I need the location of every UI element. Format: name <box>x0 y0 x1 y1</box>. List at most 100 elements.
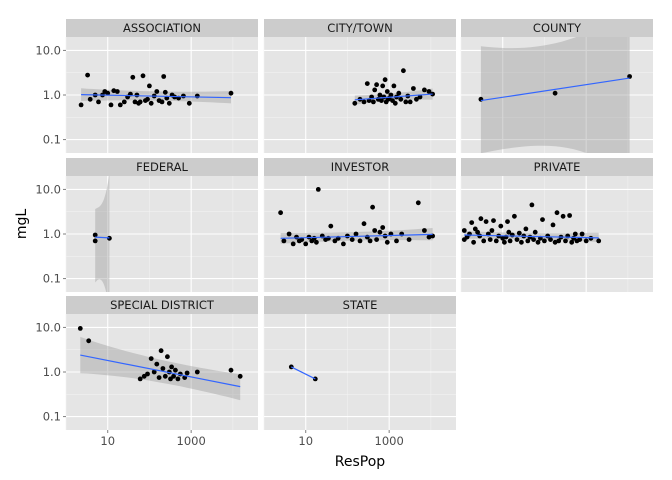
data-point <box>162 89 168 95</box>
data-point <box>315 187 321 192</box>
data-point <box>159 99 165 105</box>
data-point <box>414 96 419 102</box>
fit-line <box>280 233 433 239</box>
facet-strip <box>66 19 258 37</box>
data-point <box>175 376 181 382</box>
facet-strip-label: INVESTOR <box>331 160 390 174</box>
data-point <box>388 92 394 98</box>
data-point <box>548 237 553 243</box>
data-point <box>165 354 170 360</box>
data-point <box>516 230 522 236</box>
data-point <box>493 238 499 244</box>
data-point <box>525 238 531 244</box>
data-point <box>92 232 98 238</box>
confidence-ribbon <box>95 176 110 292</box>
data-point <box>108 102 114 108</box>
data-point <box>377 92 383 98</box>
data-point <box>134 92 140 98</box>
facet-strip-label: FEDERAL <box>136 160 188 174</box>
data-point <box>506 229 512 235</box>
data-point <box>507 238 513 244</box>
data-point <box>194 93 200 99</box>
data-point <box>290 241 296 247</box>
data-point <box>151 369 157 375</box>
data-point <box>552 90 558 96</box>
data-point <box>401 68 406 74</box>
data-point <box>417 94 423 100</box>
y-tick-label: 1.0 <box>43 88 61 102</box>
data-point <box>370 204 375 210</box>
data-point <box>147 83 152 89</box>
data-point <box>426 234 432 240</box>
data-point <box>550 222 556 228</box>
data-point <box>475 229 480 235</box>
data-point <box>161 74 167 79</box>
data-point <box>426 89 432 94</box>
data-point <box>407 99 413 105</box>
facet-panel-special-district: SPECIAL DISTRICT 0.1 1.0 10.0 <box>35 296 258 430</box>
y-tick-label: 10.0 <box>35 320 61 334</box>
y-tick-label: 0.1 <box>43 133 61 147</box>
data-point <box>567 213 572 218</box>
data-point <box>173 367 178 373</box>
data-point <box>531 237 536 243</box>
data-point <box>361 99 367 105</box>
facet-strip <box>264 19 456 37</box>
data-point <box>364 81 370 86</box>
facet-strip-label: PRIVATE <box>534 160 581 174</box>
fit-line <box>480 77 630 102</box>
data-point <box>186 100 192 106</box>
y-tick-label: 1.0 <box>43 365 61 379</box>
data-point <box>372 87 378 93</box>
data-point <box>481 238 487 244</box>
facet-strip <box>461 19 653 37</box>
data-point <box>487 237 493 243</box>
data-point <box>181 93 186 99</box>
data-point <box>367 238 373 244</box>
data-point <box>156 375 162 380</box>
data-point <box>478 96 484 102</box>
data-point <box>352 100 358 106</box>
data-point <box>569 239 575 245</box>
data-point <box>392 100 398 106</box>
data-point <box>384 89 390 94</box>
data-point <box>478 216 484 222</box>
data-point <box>477 233 483 239</box>
data-point <box>491 218 496 224</box>
data-point <box>556 238 562 244</box>
data-point <box>105 90 111 96</box>
data-point <box>145 96 150 102</box>
data-point <box>132 99 138 105</box>
data-point <box>357 238 363 244</box>
data-point <box>382 77 388 83</box>
facet-strip <box>66 158 258 176</box>
data-point <box>583 238 589 244</box>
data-point <box>349 237 355 243</box>
data-point <box>489 228 495 233</box>
data-point <box>577 237 583 243</box>
y-tick-label: 0.1 <box>43 272 61 286</box>
data-point <box>422 87 427 93</box>
data-point <box>380 83 386 89</box>
data-point <box>314 239 319 245</box>
data-point <box>505 219 510 225</box>
data-point <box>361 221 367 227</box>
data-point <box>228 367 234 373</box>
facet-panel-county: COUNTY <box>460 19 653 153</box>
data-point <box>406 237 412 243</box>
data-point <box>77 326 83 331</box>
data-point <box>86 338 92 344</box>
data-point <box>171 373 177 379</box>
data-point <box>371 99 376 105</box>
data-point <box>391 83 397 89</box>
data-point <box>374 237 379 243</box>
data-point <box>137 99 143 105</box>
data-point <box>379 98 384 103</box>
data-point <box>471 239 476 245</box>
facet-strip <box>66 296 258 314</box>
x-axis-title: ResPop <box>335 454 386 470</box>
fit-line <box>95 236 110 239</box>
fit-line <box>81 94 231 99</box>
facet-strip-label: SPECIAL DISTRICT <box>110 298 215 312</box>
